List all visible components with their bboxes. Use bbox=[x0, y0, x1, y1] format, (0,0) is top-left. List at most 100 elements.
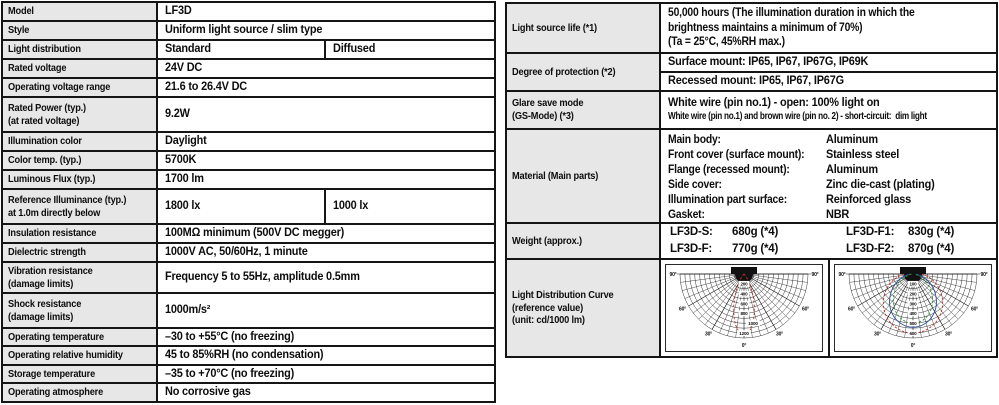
row-label: Vibration resistance (damage limits) bbox=[3, 263, 158, 292]
svg-text:30°: 30° bbox=[945, 332, 952, 338]
svg-text:400: 400 bbox=[909, 311, 917, 316]
row-style: Style Uniform light source / slim type bbox=[3, 22, 494, 41]
weight-entry: LF3D-F: 770g (*4) bbox=[670, 243, 779, 255]
row-label: Model bbox=[3, 3, 158, 20]
row-label: Rated Power (typ.) (at rated voltage) bbox=[3, 98, 158, 131]
row-label: Material (Main parts) bbox=[507, 130, 661, 222]
value-standard-lux: 1800 lx bbox=[158, 190, 326, 223]
gs-mode-short-circuit-text: White wire (pin no.1) and brown wire (pi… bbox=[668, 110, 927, 122]
row-label: Shock resistance (damage limits) bbox=[3, 294, 158, 327]
weight-entry: LF3D-F1: 830g (*4) bbox=[846, 226, 955, 239]
row-label: Operating voltage range bbox=[3, 79, 158, 96]
svg-text:60°: 60° bbox=[679, 306, 686, 312]
row-label: Color temp. (typ.) bbox=[3, 152, 158, 169]
row-label: Storage temperature bbox=[3, 366, 158, 382]
row-reference-illuminance: Reference Illuminance (typ.) at 1.0m dir… bbox=[3, 190, 494, 225]
row-model: Model LF3D bbox=[3, 3, 494, 22]
row-label: Illumination color bbox=[3, 133, 158, 150]
row-label: Operating temperature bbox=[3, 329, 158, 345]
row-light-distribution: Light distribution Standard Diffused bbox=[3, 41, 494, 60]
svg-text:90°: 90° bbox=[838, 272, 845, 278]
svg-text:200: 200 bbox=[909, 291, 917, 296]
row-light-distribution-curve: Light Distribution Curve (reference valu… bbox=[507, 260, 996, 356]
row-operating-temperature: Operating temperature –30 to +55°C (no f… bbox=[3, 329, 494, 347]
row-label: Reference Illuminance (typ.) at 1.0m dir… bbox=[3, 190, 158, 223]
life-condition-text: (Ta = 25°C, 45%RH max.) bbox=[668, 36, 785, 49]
row-value: 1000m/s² bbox=[165, 304, 211, 317]
svg-text:400: 400 bbox=[741, 291, 749, 296]
svg-text:500: 500 bbox=[909, 321, 917, 326]
row-value: 24V DC bbox=[165, 62, 203, 75]
gs-mode-open-text: White wire (pin no.1) - open: 100% light… bbox=[668, 97, 880, 110]
value-diffused: Diffused bbox=[333, 43, 376, 56]
row-light-source-life: Light source life (*1) 50,000 hours (The… bbox=[507, 4, 996, 54]
row-label: Rated voltage bbox=[3, 60, 158, 77]
row-label: Luminous Flux (typ.) bbox=[3, 171, 158, 188]
row-value: White wire (pin no.1) - open: 100% light… bbox=[661, 92, 996, 128]
svg-text:0°: 0° bbox=[742, 343, 747, 349]
svg-text:0°: 0° bbox=[911, 343, 916, 349]
svg-text:60°: 60° bbox=[848, 306, 855, 312]
curve-cell-standard: 200 400 600 800 1000 1200 90° 90° 60° 60° 30° 30° 0° bbox=[661, 260, 830, 356]
svg-text:90°: 90° bbox=[670, 272, 677, 278]
row-operating-voltage-range: Operating voltage range 21.6 to 26.4V DC bbox=[3, 79, 494, 98]
material-line: Flange (recessed mount): Aluminum bbox=[668, 164, 878, 177]
row-dielectric-strength: Dielectric strength 1000V AC, 50/60Hz, 1… bbox=[3, 244, 494, 263]
row-glare-save-mode: Glare save mode (GS-Mode) (*3) White wir… bbox=[507, 92, 996, 130]
row-label: Operating atmosphere bbox=[3, 384, 158, 401]
label-text: Model bbox=[8, 5, 34, 18]
row-value: –30 to +55°C (no freezing) bbox=[165, 330, 295, 343]
row-value: 50,000 hours (The illumination duration … bbox=[661, 4, 996, 52]
row-illumination-color: Illumination color Daylight bbox=[3, 133, 494, 152]
row-label: Degree of protection (*2) bbox=[507, 54, 661, 90]
svg-text:300: 300 bbox=[909, 301, 917, 306]
row-weight: Weight (approx.) LF3D-S: 680g (*4) LF3D-F… bbox=[507, 224, 996, 260]
row-rated-voltage: Rated voltage 24V DC bbox=[3, 60, 494, 79]
row-color-temp: Color temp. (typ.) 5700K bbox=[3, 152, 494, 171]
row-value: 5700K bbox=[165, 154, 197, 167]
svg-text:600: 600 bbox=[741, 301, 749, 306]
material-line: Front cover (surface mount): Stainless st… bbox=[668, 149, 900, 162]
row-value: 200 400 600 800 1000 1200 90° 90° 60° 60° 30° 30° 0°… bbox=[661, 260, 996, 356]
weight-entry: LF3D-F2: 870g (*4) bbox=[846, 243, 955, 255]
row-label: Light Distribution Curve (reference valu… bbox=[507, 260, 661, 356]
material-line: Side cover: Zinc die-cast (plating) bbox=[668, 179, 935, 192]
row-value: Frequency 5 to 55Hz, amplitude 0.5mm bbox=[165, 271, 360, 284]
left-spec-table: Model LF3D Style Uniform light source / … bbox=[1, 1, 496, 403]
row-label: Light source life (*1) bbox=[507, 4, 661, 52]
polar-chart-diffused: 100 200 300 400 500 600 90° 90° 60° 60° 30° 30° 0° bbox=[838, 267, 988, 349]
row-value-split: Standard Diffused bbox=[158, 41, 494, 58]
svg-text:30°: 30° bbox=[874, 332, 881, 338]
svg-text:60°: 60° bbox=[802, 306, 809, 312]
row-insulation-resistance: Insulation resistance 100MΩ minimum (500… bbox=[3, 225, 494, 244]
svg-text:90°: 90° bbox=[980, 272, 987, 278]
svg-text:100: 100 bbox=[909, 282, 917, 287]
row-value: LF3D-S: 680g (*4) LF3D-F1: 830g (*4) LF3D-… bbox=[661, 224, 996, 258]
svg-text:30°: 30° bbox=[705, 332, 712, 338]
row-operating-atmosphere: Operating atmosphere No corrosive gas bbox=[3, 384, 494, 401]
material-line: Illumination part surface: Reinforced gla… bbox=[668, 194, 911, 207]
svg-text:30°: 30° bbox=[776, 332, 783, 338]
svg-text:200: 200 bbox=[741, 282, 749, 287]
row-value: LF3D bbox=[158, 3, 494, 20]
row-value: 1000V AC, 50/60Hz, 1 minute bbox=[165, 246, 308, 259]
surface-mount-rating: Surface mount: IP65, IP67, IP67G, IP69K bbox=[661, 54, 996, 73]
row-label: Light distribution bbox=[3, 41, 158, 58]
row-label: Operating relative humidity bbox=[3, 347, 158, 364]
row-value: 45 to 85%RH (no condensation) bbox=[165, 349, 324, 362]
row-label: Glare save mode (GS-Mode) (*3) bbox=[507, 92, 661, 128]
row-value: Uniform light source / slim type bbox=[165, 24, 323, 37]
recessed-mount-rating: Recessed mount: IP65, IP67, IP67G bbox=[668, 75, 844, 88]
row-label: Insulation resistance bbox=[3, 225, 158, 242]
row-value: 1700 lm bbox=[165, 173, 204, 186]
row-value: No corrosive gas bbox=[165, 386, 251, 399]
svg-text:1000: 1000 bbox=[749, 321, 759, 326]
row-value: 9.2W bbox=[165, 108, 190, 121]
chart-frame: 200 400 600 800 1000 1200 90° 90° 60° 60° 30° 30° 0° bbox=[665, 264, 824, 352]
row-rated-power: Rated Power (typ.) (at rated voltage) 9.… bbox=[3, 98, 494, 133]
row-luminous-flux: Luminous Flux (typ.) 1700 lm bbox=[3, 171, 494, 190]
row-value: –35 to +70°C (no freezing) bbox=[165, 367, 295, 380]
right-spec-table: Light source life (*1) 50,000 hours (The… bbox=[505, 2, 998, 358]
